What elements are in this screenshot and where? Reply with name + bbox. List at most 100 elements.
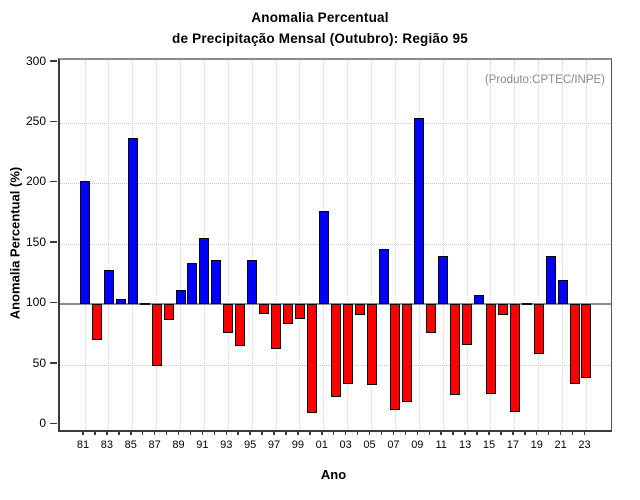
x-tick-88 [165,430,168,435]
bar-87 [151,304,162,366]
bar-86 [139,303,150,306]
y-tick-250 [50,120,57,123]
bar-88 [163,304,174,320]
x-tick-14 [476,430,478,435]
y-tick-label-200: 200 [25,174,46,189]
hgridline-200 [60,183,611,185]
x-tick-85 [130,430,132,435]
x-tick-94 [237,430,239,435]
y-tick-label-250: 250 [25,114,46,129]
vgridline-17 [514,60,516,430]
hgridline-150 [60,243,611,245]
y-tick-0 [50,422,57,424]
vgridline-99 [299,60,301,430]
bar-04 [354,304,365,316]
x-tick-13 [464,430,466,435]
vgridline-03 [347,60,349,430]
x-tick-08 [404,430,407,435]
bar-92 [211,259,222,305]
bar-11 [438,255,449,305]
bar-20 [545,255,556,305]
x-tick-17 [512,430,514,435]
x-tick-label-93: 93 [220,439,233,451]
bar-12 [450,304,461,395]
bar-23 [581,304,592,378]
vgridline-89 [180,60,182,430]
x-tick-02 [332,430,335,435]
x-tick-91 [201,430,204,435]
bar-90 [187,263,198,305]
x-tick-22 [571,430,574,435]
x-tick-label-95: 95 [244,439,257,451]
x-tick-label-11: 11 [435,439,447,451]
x-tick-03 [344,430,347,435]
x-tick-97 [273,430,275,435]
vgridline-97 [275,60,277,430]
bar-91 [199,237,210,305]
bar-22 [569,304,580,384]
bar-96 [259,304,270,314]
x-axis-title: Ano [320,467,347,482]
vgridline-21 [562,60,564,430]
bar-18 [521,303,532,306]
x-tick-label-07: 07 [387,439,400,451]
y-tick-label-100: 100 [25,295,46,310]
bar-84 [115,299,126,305]
x-tick-89 [177,430,180,435]
x-tick-06 [380,430,383,435]
x-tick-label-17: 17 [506,439,519,451]
bar-07 [390,304,401,411]
x-tick-label-83: 83 [100,439,113,451]
bar-89 [175,289,186,305]
x-tick-16 [500,430,502,435]
x-tick-98 [285,430,287,435]
vgridline-07 [394,60,396,430]
x-tick-label-13: 13 [458,439,472,451]
x-tick-label-99: 99 [291,439,305,451]
bar-93 [223,304,234,334]
x-tick-18 [524,430,526,435]
bar-10 [426,304,437,334]
x-tick-83 [106,430,108,435]
x-tick-05 [368,430,371,435]
bar-85 [127,137,138,305]
plot-area: (Produto:CPTEC/INPE) [58,58,612,432]
bar-06 [378,248,389,305]
x-tick-99 [297,430,299,435]
x-tick-93 [225,430,228,435]
x-tick-09 [416,430,419,435]
y-tick-200 [50,180,57,183]
x-tick-label-87: 87 [148,439,161,451]
chart-title-line1: Anomalia Percentual [251,10,389,25]
bar-00 [306,304,317,413]
x-tick-label-23: 23 [578,439,591,451]
bar-16 [497,304,508,316]
x-tick-01 [321,430,323,435]
bar-03 [342,304,353,384]
bar-83 [103,270,114,305]
x-tick-86 [141,430,144,435]
vgridline-05 [371,60,373,430]
x-tick-label-05: 05 [363,439,376,451]
x-tick-label-89: 89 [172,439,185,451]
x-tick-21 [559,430,562,435]
bar-82 [91,304,102,341]
x-tick-84 [118,430,120,435]
bar-97 [271,304,282,349]
y-tick-50 [50,362,57,364]
x-tick-20 [547,430,550,435]
vgridline-93 [227,60,229,430]
x-tick-label-15: 15 [482,439,496,451]
bar-81 [80,181,90,305]
source-annotation: (Produto:CPTEC/INPE) [484,74,605,86]
x-tick-label-21: 21 [554,439,567,451]
bar-13 [462,304,473,346]
bar-09 [414,118,425,305]
vgridline-15 [490,60,492,430]
x-tick-23 [583,430,586,435]
bar-15 [485,304,496,394]
bar-05 [366,304,377,386]
y-tick-label-50: 50 [32,355,46,370]
x-tick-label-09: 09 [411,439,424,451]
